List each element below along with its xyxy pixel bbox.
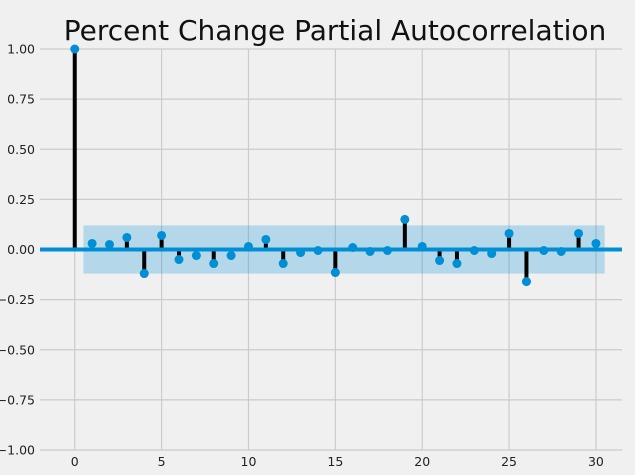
marker-lag-19 [400, 214, 410, 224]
marker-lag-28 [556, 247, 566, 257]
x-tick-label-6: 30 [588, 454, 604, 469]
x-tick-labels: 0 5 10 15 20 25 30 [71, 454, 604, 469]
marker-lag-11 [261, 234, 271, 244]
y-tick-label-1: 0.75 [7, 92, 35, 107]
marker-lag-2 [104, 239, 114, 249]
marker-lag-17 [365, 247, 375, 257]
marker-lag-30 [591, 238, 601, 248]
marker-lag-6 [174, 255, 184, 265]
y-tick-label-4: 0.00 [7, 242, 35, 257]
y-tick-label-7: −0.75 [0, 392, 35, 407]
marker-lag-14 [313, 246, 323, 256]
marker-lag-10 [243, 241, 253, 251]
marker-lag-5 [157, 230, 167, 240]
marker-lag-4 [139, 269, 149, 279]
marker-lag-21 [435, 256, 445, 266]
marker-lag-26 [521, 277, 531, 287]
x-tick-label-3: 15 [327, 454, 343, 469]
y-tick-label-0: 1.00 [7, 42, 35, 57]
x-tick-label-4: 20 [414, 454, 430, 469]
marker-lag-15 [330, 268, 340, 278]
marker-lag-29 [574, 228, 584, 238]
marker-lag-24 [487, 249, 497, 259]
marker-lag-18 [382, 246, 392, 256]
marker-lag-9 [226, 251, 236, 261]
marker-lag-13 [296, 248, 306, 258]
marker-lag-7 [191, 251, 201, 261]
y-tick-label-5: −0.25 [0, 292, 35, 307]
y-tick-labels: 1.00 0.75 0.50 0.25 0.00 −0.25 −0.50 −0.75 −1.00 [0, 42, 35, 458]
x-tick-label-5: 25 [501, 454, 517, 469]
x-tick-label-2: 10 [241, 454, 257, 469]
marker-lag-25 [504, 228, 514, 238]
marker-lag-12 [278, 259, 288, 269]
x-tick-label-1: 5 [158, 454, 166, 469]
marker-lag-8 [209, 259, 219, 269]
marker-lag-16 [348, 242, 358, 252]
y-tick-label-2: 0.50 [7, 142, 35, 157]
markers [70, 44, 601, 287]
y-tick-label-3: 0.25 [7, 192, 35, 207]
marker-lag-0 [70, 44, 80, 54]
marker-lag-3 [122, 232, 132, 242]
marker-lag-22 [452, 259, 462, 269]
y-tick-label-8: −1.00 [0, 443, 35, 458]
marker-lag-1 [87, 238, 97, 248]
x-tick-label-0: 0 [71, 454, 79, 469]
marker-lag-23 [469, 246, 479, 256]
chart-title: Percent Change Partial Autocorrelation [64, 14, 607, 47]
y-tick-label-6: −0.50 [0, 342, 35, 357]
marker-lag-20 [417, 241, 427, 251]
marker-lag-27 [539, 246, 549, 256]
